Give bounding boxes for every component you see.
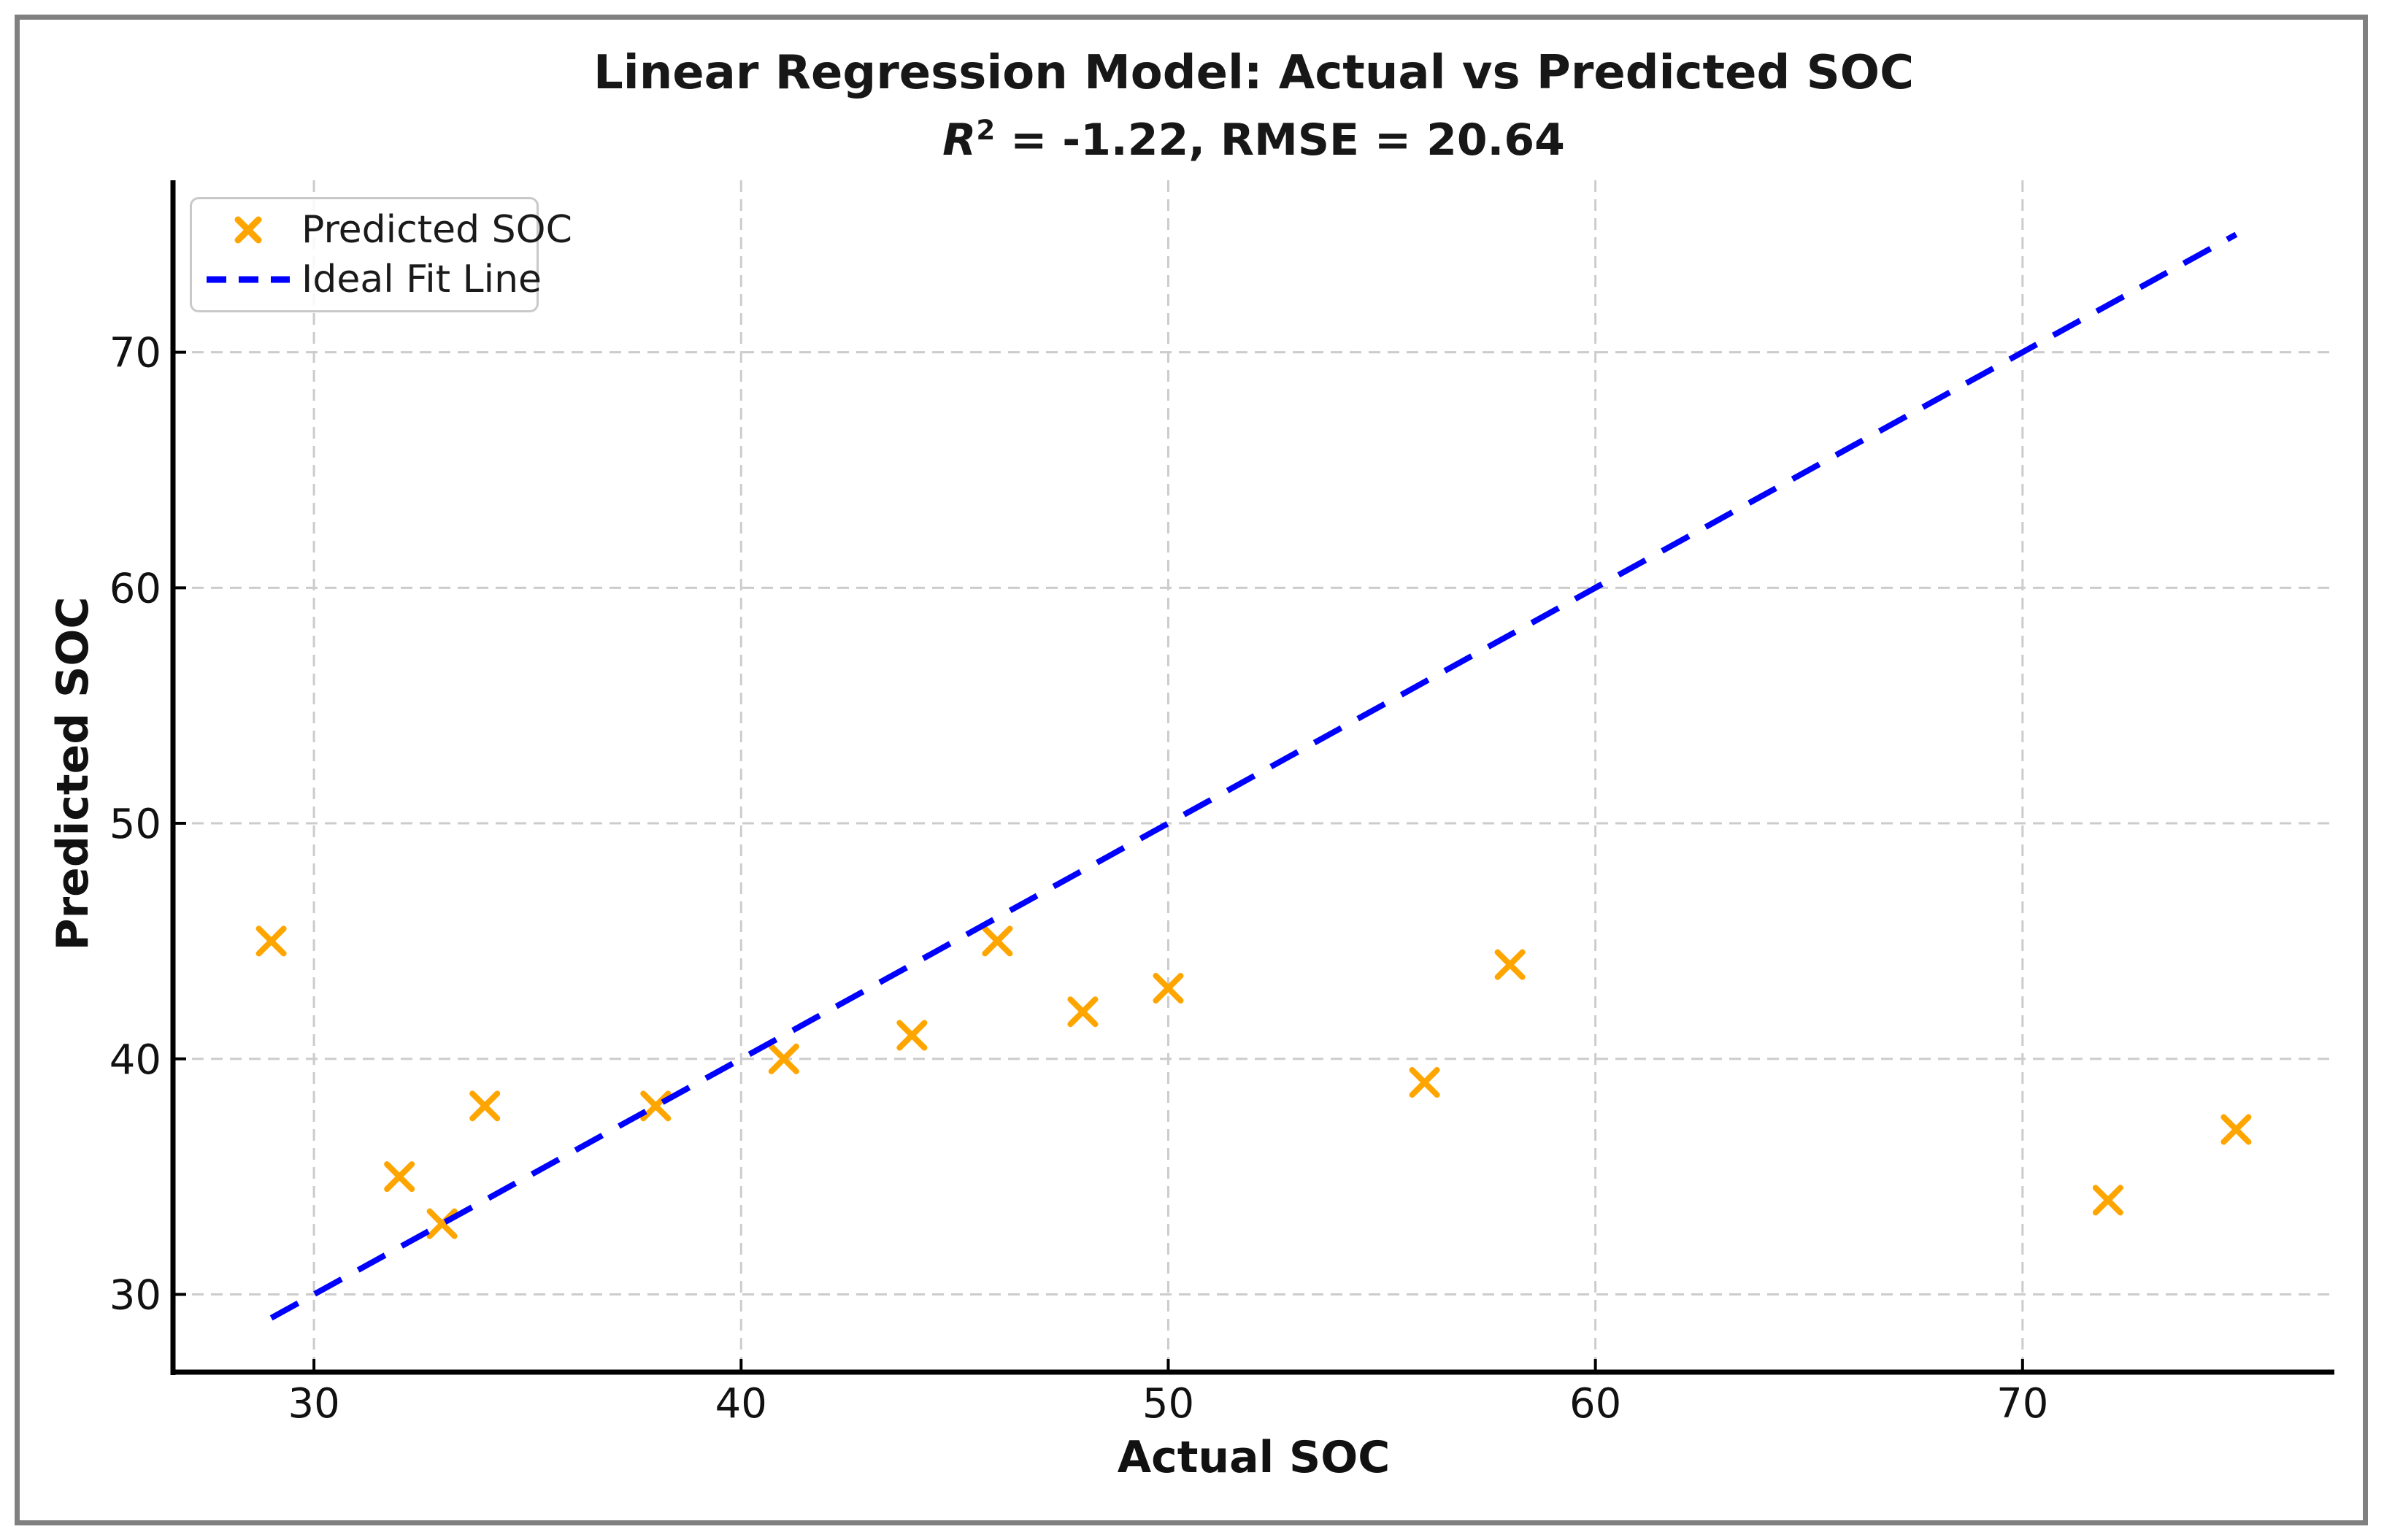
x-tick-label-30: 30	[288, 1380, 339, 1428]
y-tick-label-70: 70	[109, 330, 161, 377]
chart-subtitle: R2 = -1.22, RMSE = 20.64	[173, 114, 2334, 162]
y-tick-label-40: 40	[109, 1036, 161, 1084]
subtitle-metrics-text: = -1.22, RMSE = 20.64	[995, 115, 1565, 166]
scatter-point-50-43	[1153, 972, 1184, 1004]
scatter-point-48-42	[1067, 996, 1099, 1028]
x-marker-icon	[205, 213, 291, 247]
legend-label-predicted-soc: Predicted SOC	[301, 208, 572, 252]
dashed-line-icon	[205, 275, 291, 284]
x-tick-label-50: 50	[1142, 1380, 1194, 1428]
legend-entry-predicted-soc: Predicted SOC	[205, 208, 572, 252]
scatter-point-58-44	[1494, 949, 1526, 980]
scatter-point-32-35	[384, 1161, 415, 1193]
y-tick-label-50: 50	[109, 801, 161, 848]
chart-title: Linear Regression Model: Actual vs Predi…	[593, 46, 1915, 100]
x-tick-label-70: 70	[1996, 1380, 2048, 1428]
scatter-point-41-40	[768, 1043, 799, 1074]
chart-title-block: Linear Regression Model: Actual vs Predi…	[173, 50, 2334, 162]
scatter-point-34-38	[469, 1090, 501, 1122]
y-tick-label-30: 30	[109, 1272, 161, 1320]
scatter-point-44-41	[896, 1020, 928, 1051]
y-axis-label: Predicted SOC	[47, 596, 99, 951]
ideal-fit-line	[269, 231, 2238, 1321]
legend-label-ideal-fit-line: Ideal Fit Line	[301, 258, 542, 301]
r-squared-symbol: R	[942, 115, 977, 166]
r-squared-exponent: 2	[976, 114, 996, 146]
legend-entry-ideal-fit-line: Ideal Fit Line	[205, 258, 542, 301]
scatter-point-75-37	[2220, 1114, 2252, 1145]
x-axis-label: Actual SOC	[1117, 1432, 1391, 1483]
scatter-point-29-45	[255, 925, 287, 957]
x-tick-label-40: 40	[715, 1380, 767, 1428]
scatter-point-38-38	[640, 1090, 672, 1122]
legend: Predicted SOC Ideal Fit Line	[190, 197, 572, 312]
x-tick-label-60: 60	[1569, 1380, 1621, 1428]
scatter-point-56-39	[1409, 1067, 1440, 1098]
scatter-point-33-33	[426, 1208, 458, 1239]
y-tick-label-60: 60	[109, 565, 161, 612]
scatter-point-72-34	[2092, 1185, 2123, 1216]
scatter-point-46-45	[982, 925, 1013, 957]
